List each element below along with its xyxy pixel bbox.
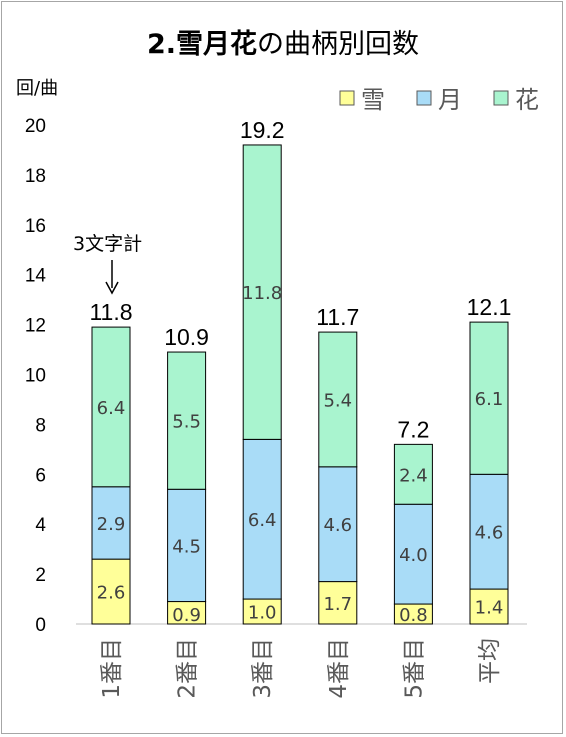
- bar-segment-label: 1.4: [475, 598, 504, 619]
- bars: 2.6 2.9 6.4 11.8 0.9 4.5 5.5 10.9 1.0 6.4 11.8 19.2…: [89, 117, 511, 626]
- y-tick-label: 16: [25, 216, 46, 237]
- bar-total-label: 11.8: [89, 299, 132, 325]
- y-tick-label: 12: [25, 316, 46, 337]
- y-tick-label: 14: [25, 266, 47, 287]
- bar-total-label: 12.1: [467, 294, 512, 320]
- legend-label: 月: [438, 86, 462, 114]
- bar-segment-label: 1.7: [323, 594, 352, 615]
- bar-segment: [469, 473, 509, 590]
- bar-segment-label: 6.4: [248, 510, 277, 531]
- bar-segment: [393, 443, 433, 505]
- bar-segment: [318, 466, 358, 583]
- category-label: 2番目: [175, 638, 201, 699]
- bar-segment: [318, 581, 358, 625]
- category-label: 5番目: [401, 638, 427, 699]
- bar-segment-label: 0.8: [399, 605, 428, 626]
- bar-segment: [242, 144, 282, 440]
- y-tick-label: 20: [25, 116, 46, 137]
- y-tick-label: 2: [35, 565, 46, 586]
- bar-segment: [393, 503, 433, 605]
- chart-title: 2.雪月花の曲柄別回数: [147, 29, 419, 60]
- bar-segment-label: 4.5: [172, 536, 201, 557]
- bar-segment: [469, 321, 509, 475]
- category-label: 1番目: [99, 638, 125, 699]
- bar-segment: [91, 326, 131, 488]
- bar-total-label: 19.2: [240, 117, 285, 143]
- legend-swatch: [339, 90, 355, 106]
- bar-segment-label: 11.8: [242, 283, 282, 304]
- bar-segment-label: 4.6: [323, 515, 352, 536]
- bar-segment-label: 4.6: [475, 523, 504, 544]
- bar-segment-label: 5.5: [172, 412, 201, 433]
- bar-segment-label: 1.0: [248, 603, 277, 624]
- y-axis-ticks: 0 2 4 6 8 10 12 14 16 18 20: [25, 116, 47, 636]
- x-axis-labels: 1番目 2番目 3番目 4番目 5番目 平均: [99, 638, 503, 699]
- legend-swatch: [416, 90, 432, 106]
- bar-segment-label: 2.4: [399, 465, 428, 486]
- bar-total-label: 7.2: [397, 416, 429, 442]
- bar-total-label: 11.7: [316, 304, 359, 330]
- annotation-text: 3文字計: [73, 233, 142, 255]
- y-axis-unit-label: 回/曲: [16, 78, 58, 99]
- bar-segment-label: 4.0: [399, 545, 428, 566]
- y-tick-label: 10: [25, 366, 46, 387]
- bar-segment-label: 2.6: [97, 583, 126, 604]
- chart-title-number: 2.: [147, 29, 176, 60]
- bar-total-label: 10.9: [164, 324, 209, 350]
- legend-swatch: [493, 90, 509, 106]
- bar-segment: [167, 488, 207, 603]
- category-label: 平均: [477, 638, 503, 684]
- y-tick-label: 4: [35, 515, 46, 536]
- bar-segment: [242, 438, 282, 600]
- y-tick-label: 6: [35, 465, 46, 486]
- legend-label: 雪: [361, 86, 385, 114]
- bar-segment: [91, 486, 131, 560]
- bar-segment: [318, 331, 358, 468]
- category-label: 3番目: [250, 638, 276, 699]
- bar-segment-label: 5.4: [323, 390, 352, 411]
- bar-segment-label: 0.9: [172, 605, 201, 626]
- bar-segment-label: 6.4: [97, 398, 126, 419]
- bar-segment: [469, 588, 509, 625]
- annotation-arrow-head: [105, 281, 119, 295]
- bar-segment-label: 2.9: [97, 514, 126, 535]
- category-label: 4番目: [326, 638, 352, 699]
- y-tick-label: 8: [35, 415, 46, 436]
- bar-segment: [167, 351, 207, 490]
- bar-segment: [91, 558, 131, 625]
- bar-segment-label: 6.1: [475, 389, 504, 410]
- legend: 雪月花: [339, 86, 539, 114]
- y-tick-label: 0: [35, 615, 46, 636]
- bar-segment: [242, 598, 282, 625]
- chart-title-main: 雪月花: [176, 29, 257, 60]
- y-tick-label: 18: [25, 166, 46, 187]
- chart-title-rest: の曲柄別回数: [257, 29, 419, 60]
- legend-label: 花: [515, 86, 539, 114]
